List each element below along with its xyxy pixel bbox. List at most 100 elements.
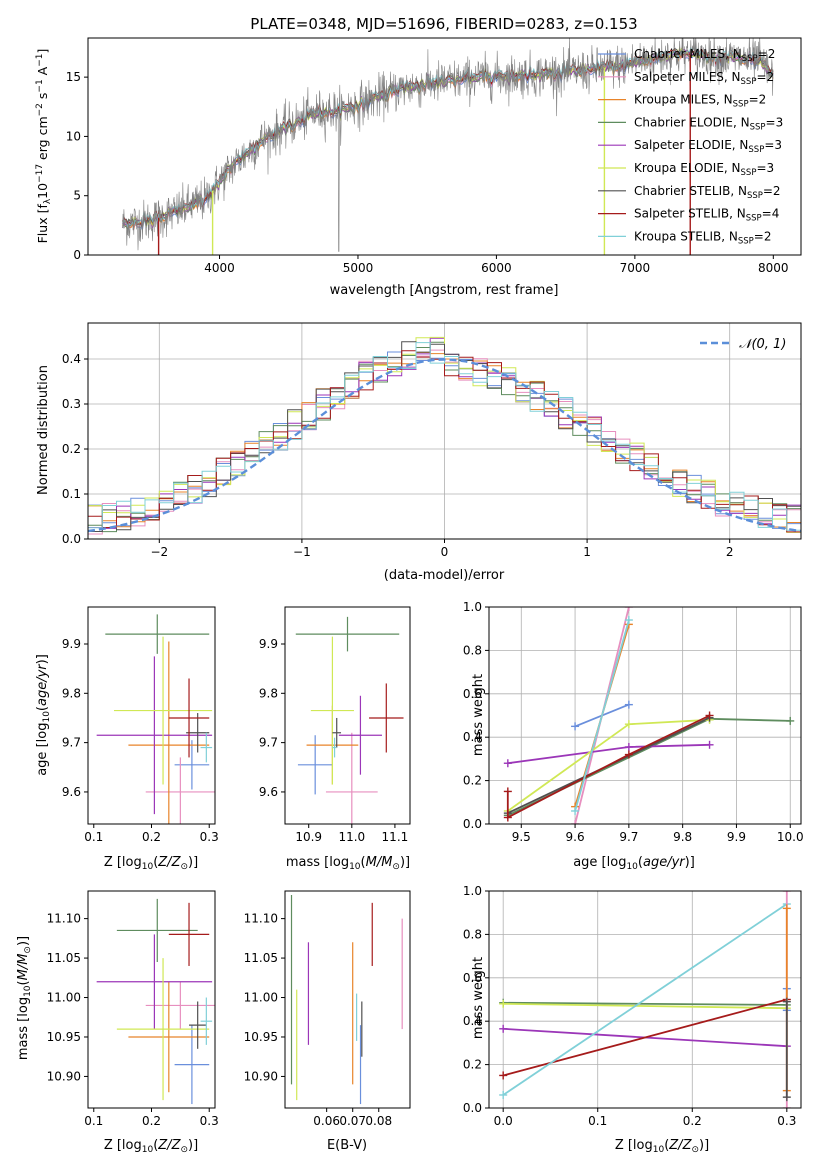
weight-marker: [782, 1093, 791, 1102]
mass-vs-EBV-marks: [290, 894, 403, 1105]
spectrum-ytick-label: 5: [73, 189, 81, 203]
svg-text:age [log10(age/yr)]: age [log10(age/yr)]: [573, 855, 695, 872]
mass-vs-EBV-panel: E(B-V) 0.06 0.07 0.08 10.90 10.95 11.00 11.05 1…: [244, 890, 411, 1153]
weight-vs-Z-axes: 0.0 0.1 0.2 0.3 0.0 0.2 0.4 0.6 0.8 1.0: [463, 884, 802, 1128]
age-vs-mass-ytick-label: 9.8: [259, 686, 278, 700]
weight-line-kroupa-stelib: [574, 619, 630, 812]
errorbar-salpeter-stelib: [369, 683, 404, 753]
hist-chabrier-stelib: [88, 341, 801, 539]
spectrum-xtick-label: 4000: [204, 261, 235, 275]
weight-marker: [503, 813, 512, 822]
weight-line-kroupa-elodie: [503, 1002, 787, 1010]
weight-marker: [624, 607, 633, 611]
weight-vs-Z-xtick-label: 0.1: [588, 1114, 607, 1128]
spectrum-xtick-label: 5000: [343, 261, 374, 275]
svg-text:mass [log10(M/M⊙)]: mass [log10(M/M⊙)]: [286, 855, 410, 872]
mass-vs-EBV-xtick-label: 0.08: [365, 1114, 392, 1128]
mass-vs-Z-ytick-label: 11.00: [47, 991, 81, 1005]
mass-vs-Z-ytick-label: 10.95: [47, 1030, 81, 1044]
wAge-xlabel: age [log10(age/yr)]: [573, 855, 695, 872]
weight-marker: [624, 700, 633, 709]
mass-vs-Z-ytick-label: 11.05: [47, 951, 81, 965]
spectrum-ytick-label: 0: [73, 248, 81, 262]
mass-vs-Z-xtick-label: 0.2: [142, 1114, 161, 1128]
weight-marker: [503, 759, 512, 768]
residuals-xtick-label: −1: [293, 545, 311, 559]
errorbar-kroupa-stelib: [200, 997, 213, 1045]
massZ-xlabel: Z [log10(Z/Z⊙)]: [104, 1138, 198, 1155]
errorbar-chabrier-miles: [174, 1025, 210, 1105]
svg-text:age [log10(age/yr)]: age [log10(age/yr)]: [35, 654, 52, 776]
weight-vs-age-xtick-label: 10.0: [777, 830, 804, 844]
weight-marker: [624, 720, 633, 729]
svg-text:mass [log10(M/M⊙)]: mass [log10(M/M⊙)]: [16, 936, 33, 1060]
wAge-ylabel: mass weight: [471, 674, 486, 756]
ageZ-xlabel: Z [log10(Z/Z⊙)]: [104, 855, 198, 872]
residuals-ytick-label: 0.2: [62, 442, 81, 456]
weight-vs-Z-marks: [499, 891, 791, 1108]
weight-vs-age-axes: 9.5 9.6 9.7 9.8 9.9 10.0 0.0 0.2 0.4 0.6 0.8 1.0: [463, 600, 804, 844]
ageZ-ylabel: age [log10(age/yr)]: [35, 654, 52, 776]
weight-marker: [499, 999, 508, 1008]
weight-vs-age-marks: [503, 607, 795, 824]
weight-vs-age-ytick-label: 0.2: [463, 774, 482, 788]
residuals-xtick-label: 1: [583, 545, 591, 559]
errorbar-kroupa-miles: [128, 981, 210, 1093]
weight-marker: [705, 711, 714, 720]
spectrum-axes: 4000 5000 6000 7000 8000 0 5 10 15: [66, 37, 802, 275]
legend-entry: Salpeter STELIB, NSSP=4: [634, 207, 779, 224]
weight-vs-age-ytick-label: 0.8: [463, 643, 482, 657]
mass-vs-EBV-xtick-label: 0.06: [313, 1114, 340, 1128]
weight-marker: [503, 787, 512, 796]
weight-vs-Z-ytick-label: 1.0: [463, 884, 482, 898]
weight-marker: [624, 750, 633, 759]
weight-vs-Z-xtick-label: 0.3: [777, 1114, 796, 1128]
weight-marker: [782, 891, 791, 895]
weight-marker: [499, 1090, 508, 1099]
errorbar-salpeter-elodie: [338, 695, 382, 775]
residuals-xtick-label: 0: [441, 545, 449, 559]
weight-marker: [786, 716, 795, 725]
age-vs-Z-xtick-label: 0.1: [84, 830, 103, 844]
mass-vs-Z-marks: [96, 898, 215, 1105]
legend-entry: 𝒩(0, 1): [739, 337, 786, 352]
weight-marker: [782, 1104, 791, 1108]
errorbar-salpeter-miles: [145, 981, 215, 1030]
svg-text:Flux [fλ10−17 erg cm−2 s−1 A−1: Flux [fλ10−17 erg cm−2 s−1 A−1]: [35, 49, 53, 244]
weight-marker: [705, 740, 714, 749]
weight-marker: [499, 1024, 508, 1033]
errorbar-kroupa-elodie: [116, 958, 210, 1101]
mass-vs-EBV-axes: 0.06 0.07 0.08 10.90 10.95 11.00 11.05 11.10: [244, 890, 411, 1128]
weight-vs-Z-ytick-label: 0.8: [463, 927, 482, 941]
legend-entry: Chabrier STELIB, NSSP=2: [634, 184, 781, 201]
errorbar-chabrier-stelib: [189, 1001, 207, 1049]
weight-vs-Z-xtick-label: 0.0: [494, 1114, 513, 1128]
age-vs-mass-xtick-label: 11.1: [382, 830, 409, 844]
weight-marker: [782, 997, 791, 1006]
spectrum-xtick-label: 7000: [620, 261, 651, 275]
age-vs-mass-ytick-label: 9.7: [259, 736, 278, 750]
weight-marker: [571, 806, 580, 815]
residuals-marks: [88, 336, 801, 539]
legend-entry: Kroupa STELIB, NSSP=2: [634, 229, 772, 246]
weight-vs-Z-ytick-label: 0.2: [463, 1058, 482, 1072]
age-vs-Z-marks: [96, 614, 215, 824]
errorbar-kroupa-stelib: [200, 732, 213, 763]
weight-marker: [571, 820, 580, 824]
residuals-ytick-label: 0.0: [62, 532, 81, 546]
weight-vs-age-xtick-label: 9.6: [566, 830, 585, 844]
weight-marker: [499, 1071, 508, 1080]
errorbar-chabrier-elodie: [116, 898, 198, 963]
spectrum-ylabel: Flux [fλ10−17 erg cm−2 s−1 A−1]: [35, 49, 53, 244]
spectrum-ytick-label: 10: [66, 129, 81, 143]
mass-vs-EBV-xtick-label: 0.07: [339, 1114, 366, 1128]
spectrum-xlabel: wavelength [Angstrom, rest frame]: [330, 283, 559, 298]
weight-vs-age-ytick-label: 0.4: [463, 730, 482, 744]
massE-xlabel: E(B-V): [327, 1138, 367, 1153]
mass-vs-EBV-ytick-label: 10.95: [244, 1030, 278, 1044]
errorbar-kroupa-miles: [128, 641, 210, 824]
errorbar-kroupa-stelib: [332, 737, 337, 758]
legend-entry: Kroupa MILES, NSSP=2: [634, 93, 766, 110]
weight-vs-age-ytick-label: 1.0: [463, 600, 482, 614]
weight-vs-age-ytick-label: 0.0: [463, 817, 482, 831]
